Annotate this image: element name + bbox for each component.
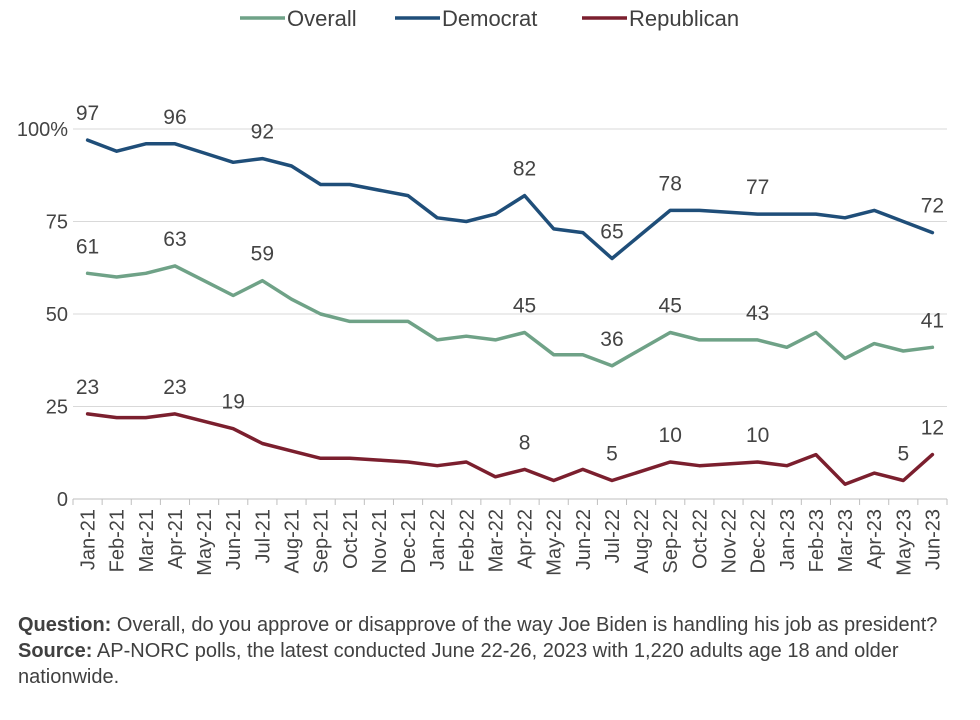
- x-tick-label: Sep-21: [311, 509, 333, 574]
- overall-data-label: 36: [600, 328, 623, 351]
- x-tick-label: Jul-21: [252, 509, 274, 563]
- republican-data-label: 5: [897, 443, 909, 466]
- democrat-data-label: 77: [746, 176, 769, 199]
- x-tick-label: Feb-22: [456, 509, 478, 572]
- overall-data-label: 45: [513, 295, 536, 318]
- gridlines: [73, 128, 947, 500]
- x-tick-label: Mar-23: [835, 509, 857, 572]
- overall-legend-label: Overall: [287, 6, 357, 31]
- democrat-line: [85, 138, 935, 261]
- x-tick-label: Aug-21: [282, 509, 304, 574]
- democrat-data-label: 97: [76, 102, 99, 125]
- republican-data-label: 10: [746, 424, 769, 447]
- y-tick-label: 0: [57, 489, 68, 511]
- x-tick-label: Dec-21: [398, 509, 420, 573]
- x-axis-tick-labels: Jan-21 Feb-21 Mar-21 Apr-21 May-21 Jun-21 Jul-…: [72, 499, 948, 576]
- overall-data-label: 41: [921, 309, 944, 332]
- x-tick-label: Mar-21: [136, 509, 158, 572]
- source-label: Source:: [18, 640, 93, 662]
- x-tick-label: Feb-21: [107, 509, 129, 572]
- x-tick-label: Jul-22: [602, 509, 624, 563]
- overall-data-label: 45: [659, 295, 682, 318]
- democrat-data-label: 96: [163, 106, 186, 129]
- series-lines: [85, 138, 935, 486]
- footnote: Question: Overall, do you approve or dis…: [18, 612, 968, 690]
- x-tick-label: May-22: [544, 509, 566, 576]
- x-tick-label: Jan-22: [427, 509, 449, 570]
- x-tick-label: Sep-22: [660, 509, 682, 574]
- x-tick-label: Apr-22: [515, 509, 537, 569]
- x-tick-label: Oct-21: [340, 509, 362, 569]
- y-axis-tick-labels: 0 25 50 75 100%: [17, 119, 68, 511]
- question-label: Question:: [18, 614, 112, 636]
- democrat-data-label: 78: [659, 172, 682, 195]
- y-tick-label: 100%: [17, 119, 68, 141]
- overall-data-label: 59: [251, 243, 274, 266]
- x-tick-label: Nov-22: [719, 509, 741, 573]
- republican-data-label: 19: [222, 391, 245, 414]
- democrat-data-label: 92: [251, 121, 274, 144]
- x-tick-label: Aug-22: [631, 509, 653, 574]
- question-note: Question: Overall, do you approve or dis…: [18, 612, 968, 638]
- x-tick-label: Jun-22: [573, 509, 595, 570]
- legend: Overall Democrat Republican: [240, 6, 739, 31]
- republican-line: [85, 412, 935, 486]
- y-tick-label: 75: [46, 212, 68, 234]
- overall-data-label: 61: [76, 235, 99, 258]
- x-tick-label: May-21: [194, 509, 216, 576]
- x-tick-label: Jun-21: [223, 509, 245, 570]
- overall-data-label: 43: [746, 302, 769, 325]
- republican-data-label: 12: [921, 417, 944, 440]
- source-note: Source: AP-NORC polls, the latest conduc…: [18, 638, 968, 690]
- source-text: AP-NORC polls, the latest conducted June…: [18, 640, 899, 688]
- x-tick-label: Oct-22: [689, 509, 711, 569]
- democrat-data-label: 65: [600, 221, 623, 244]
- x-tick-label: Jun-23: [922, 509, 944, 570]
- x-tick-label: Nov-21: [369, 509, 391, 573]
- x-tick-label: Feb-23: [806, 509, 828, 572]
- democrat-data-label: 82: [513, 158, 536, 181]
- x-tick-label: May-23: [893, 509, 915, 576]
- x-tick-label: Dec-22: [748, 509, 770, 573]
- republican-data-label: 23: [163, 376, 186, 399]
- republican-data-label: 23: [76, 376, 99, 399]
- x-tick-label: Jan-21: [78, 509, 100, 570]
- x-tick-label: Apr-23: [864, 509, 886, 569]
- overall-data-label: 63: [163, 228, 186, 251]
- democrat-legend-label: Democrat: [442, 6, 537, 31]
- republican-data-label: 5: [606, 443, 618, 466]
- x-tick-label: Mar-22: [485, 509, 507, 572]
- x-tick-label: Apr-21: [165, 509, 187, 569]
- y-tick-label: 50: [46, 304, 68, 326]
- republican-data-label: 10: [659, 424, 682, 447]
- republican-data-label: 8: [519, 431, 531, 454]
- line-chart: Overall Democrat Republican 0 25 50 75 100% Ja…: [17, 6, 948, 576]
- question-text: Overall, do you approve or disapprove of…: [111, 614, 938, 636]
- overall-line: [85, 264, 935, 368]
- democrat-data-label: 72: [921, 195, 944, 218]
- republican-legend-label: Republican: [629, 6, 739, 31]
- y-tick-label: 25: [46, 397, 68, 419]
- data-labels: 61 63 59 45 36 45 43 41 97 96 92 82 65 78 77 72 23 23 19 8 5…: [76, 102, 944, 465]
- x-tick-label: Jan-23: [777, 509, 799, 570]
